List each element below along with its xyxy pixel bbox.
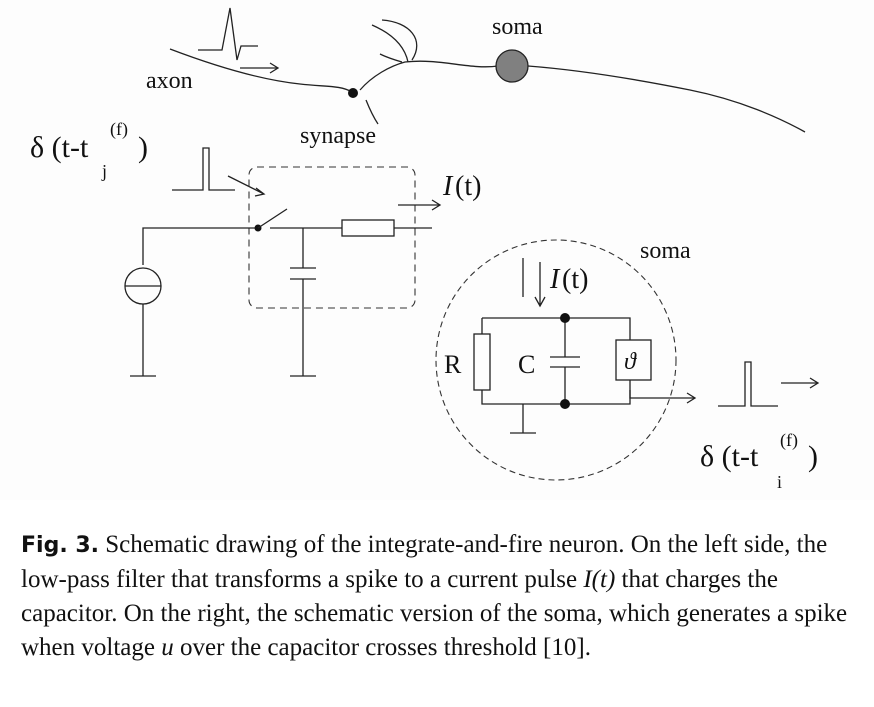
axon-direction-arrow: [240, 62, 280, 74]
soma-input-arrow: [534, 262, 546, 308]
threshold-box: [615, 339, 652, 381]
threshold-label: ϑ: [624, 349, 637, 375]
soma-node: [495, 49, 529, 83]
filter-current-argument: (t): [455, 171, 481, 202]
filter-circuit: I (t): [124, 166, 481, 377]
soma-tail: [527, 65, 806, 133]
source-ground-wire: [130, 304, 156, 377]
input-spike: δ (t-t (f) j ): [30, 119, 266, 197]
output-spike: δ (t-t (f) i ): [700, 361, 820, 492]
neuron-sketch: axon synapse soma: [146, 7, 806, 149]
filter-dashed-box: [248, 166, 416, 309]
synapse-dot: [348, 88, 358, 98]
soma-current-argument: (t): [562, 264, 588, 295]
filter-resistor: [341, 219, 395, 237]
soma-top-rail: [481, 317, 631, 340]
soma-resistor: [473, 333, 491, 391]
soma-top-node: [560, 313, 570, 323]
caption-text-part3: over the capacitor crosses threshold [10…: [173, 634, 591, 661]
action-potential-waveform: [198, 7, 258, 61]
output-spike-close-paren: ): [808, 440, 818, 473]
input-spike-delta: δ (t-t: [30, 131, 89, 164]
neuron-schematic-diagram: axon synapse soma δ (t-t (f) j ) I (t): [30, 7, 820, 492]
filter-cap-plates: [290, 267, 316, 280]
caption-current-symbol: I(t): [583, 566, 616, 593]
output-spike-superscript: (f): [780, 430, 798, 451]
soma-dashed-circle: [435, 239, 677, 481]
input-spike-pulse: [172, 147, 235, 191]
capacitor-label: C: [518, 350, 535, 379]
synapse-label: synapse: [300, 123, 376, 149]
input-spike-subscript: j: [101, 161, 107, 181]
filter-current-symbol: I: [442, 171, 454, 202]
soma-bottom-rail: [481, 390, 631, 405]
soma-cap-plates: [550, 356, 580, 368]
caption-voltage-symbol: u: [161, 634, 174, 661]
dendrite-branch-upper: [371, 24, 409, 63]
dendrite-line: [359, 60, 499, 91]
filter-output-arrow: [398, 199, 442, 211]
figure-label: Fig. 3.: [21, 533, 99, 558]
filter-cap-wire-bottom: [290, 279, 316, 377]
input-spike-arrow: [227, 175, 266, 197]
caption-text-part2: that charges the capacitor. On the right…: [21, 566, 848, 661]
soma-current-symbol: I: [549, 264, 561, 295]
source-top-wire: [142, 227, 258, 265]
output-spike-delta: δ (t-t: [700, 440, 759, 473]
output-spike-pulse: [718, 361, 778, 407]
dendrite-branch-lower: [365, 99, 379, 125]
soma-bottom-node: [560, 399, 570, 409]
switch-blade: [257, 208, 288, 229]
output-spike-arrow: [781, 377, 820, 389]
soma-top-label: soma: [492, 14, 543, 40]
figure-caption: Fig. 3. Schematic drawing of the integra…: [21, 528, 861, 665]
output-spike-subscript: i: [777, 472, 782, 492]
resistor-label: R: [444, 350, 462, 379]
caption-text-part1: Schematic drawing of the integrate-and-f…: [21, 531, 828, 593]
axon-line: [169, 48, 353, 93]
dendrite-branch-mid: [379, 53, 403, 63]
soma-circle-label: soma: [640, 238, 691, 264]
soma-ground: [510, 404, 536, 434]
dendrite-branch-right: [381, 19, 418, 61]
input-spike-superscript: (f): [110, 119, 128, 140]
axon-label: axon: [146, 68, 193, 94]
soma-circuit: soma I (t) R C ϑ: [435, 238, 697, 481]
threshold-output-wire: [629, 380, 697, 404]
input-spike-close-paren: ): [138, 131, 148, 164]
